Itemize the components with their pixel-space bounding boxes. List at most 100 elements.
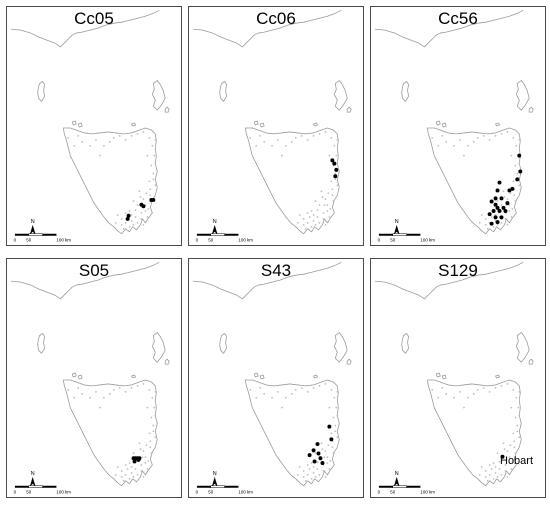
- occurrence-point: [491, 209, 496, 213]
- survey-site: [284, 396, 287, 399]
- survey-site: [281, 406, 283, 409]
- survey-site: [321, 196, 324, 199]
- scale-bar-segment: [196, 233, 211, 236]
- survey-site: [322, 218, 325, 220]
- small-island: [435, 372, 441, 378]
- survey-site: [323, 204, 326, 206]
- survey-site: [323, 456, 326, 458]
- survey-site: [453, 144, 455, 147]
- survey-site: [249, 388, 252, 391]
- survey-site: [333, 144, 336, 147]
- survey-site: [513, 440, 516, 443]
- small-island: [164, 106, 170, 113]
- survey-site: [139, 196, 142, 199]
- occurrence-point: [312, 459, 317, 464]
- scale-label: 100 km: [238, 490, 253, 495]
- survey-site: [142, 223, 145, 226]
- survey-site: [504, 464, 507, 466]
- survey-site: [147, 208, 150, 210]
- scale-label: 100 km: [56, 238, 71, 243]
- occurrence-point: [487, 212, 492, 217]
- survey-site: [329, 208, 332, 210]
- scale-label: 50: [208, 490, 213, 495]
- survey-site: [318, 473, 321, 476]
- survey-site: [132, 200, 135, 203]
- occurrence-point: [517, 153, 522, 158]
- scale-bar-segment: [406, 485, 421, 488]
- small-island: [528, 358, 534, 365]
- scale-bar-segment: [28, 233, 43, 236]
- survey-site: [314, 223, 317, 226]
- survey-site: [316, 461, 319, 463]
- survey-site: [482, 134, 485, 137]
- scale-bar-segment: [210, 485, 225, 488]
- survey-site: [128, 225, 131, 228]
- occurrence-point: [510, 186, 515, 191]
- survey-site: [310, 462, 313, 464]
- survey-site: [255, 144, 258, 147]
- survey-site: [77, 386, 80, 389]
- small-island: [259, 374, 265, 380]
- map-panel-cc56: N 0 50 100 km Cc56: [370, 6, 546, 246]
- survey-site: [488, 464, 491, 466]
- scale-bar-segment: [196, 485, 211, 488]
- survey-site: [326, 456, 329, 458]
- king-island: [37, 81, 45, 102]
- survey-site: [324, 131, 327, 133]
- survey-site: [290, 392, 293, 395]
- survey-site: [496, 200, 499, 203]
- survey-site: [284, 144, 287, 147]
- survey-site: [312, 466, 315, 468]
- occurrence-point: [518, 169, 523, 174]
- mainland-coastline: [374, 9, 524, 48]
- survey-site: [152, 424, 155, 427]
- survey-site: [331, 446, 334, 449]
- survey-site: [334, 430, 337, 433]
- survey-site: [326, 462, 329, 464]
- occurrence-point: [126, 213, 131, 218]
- tasmania-map: N 0 50 100 km: [10, 261, 170, 495]
- survey-site: [476, 388, 479, 391]
- survey-site: [488, 390, 491, 393]
- survey-site: [310, 225, 313, 228]
- north-label: N: [213, 219, 217, 225]
- survey-site: [302, 475, 305, 478]
- survey-site: [139, 448, 142, 451]
- survey-site: [118, 134, 121, 137]
- survey-site: [259, 134, 262, 137]
- survey-site: [512, 388, 515, 391]
- occurrence-point: [307, 453, 312, 458]
- occurrence-point: [489, 199, 494, 204]
- survey-site: [502, 190, 505, 193]
- occurrence-point: [495, 188, 500, 193]
- north-arrow-icon: [393, 224, 400, 235]
- survey-site: [255, 396, 258, 399]
- king-island: [219, 81, 227, 102]
- occurrence-point: [334, 167, 339, 172]
- survey-site: [326, 204, 329, 206]
- scale-bar-segment: [392, 233, 407, 236]
- survey-site: [332, 200, 335, 203]
- survey-site: [130, 386, 133, 389]
- scale-bar-segment: [14, 485, 29, 488]
- survey-site: [478, 473, 481, 476]
- survey-site: [320, 442, 323, 445]
- tasmania-outline: [244, 379, 340, 487]
- survey-site: [329, 460, 332, 462]
- north-arrow-icon: [29, 476, 36, 487]
- survey-site: [277, 138, 279, 141]
- occurrence-point: [149, 197, 154, 202]
- survey-site: [148, 432, 151, 435]
- small-island: [77, 122, 83, 128]
- survey-site: [441, 134, 444, 137]
- flinders-island: [515, 80, 530, 111]
- map-panel-cc06: N 0 50 100 km Cc06: [188, 6, 364, 246]
- survey-site: [490, 468, 493, 470]
- survey-site: [147, 460, 150, 462]
- scale-bar-segment: [378, 233, 393, 236]
- survey-site: [296, 221, 299, 224]
- survey-site: [484, 218, 487, 220]
- survey-site: [134, 216, 137, 218]
- survey-site: [478, 221, 481, 224]
- survey-site: [484, 475, 487, 478]
